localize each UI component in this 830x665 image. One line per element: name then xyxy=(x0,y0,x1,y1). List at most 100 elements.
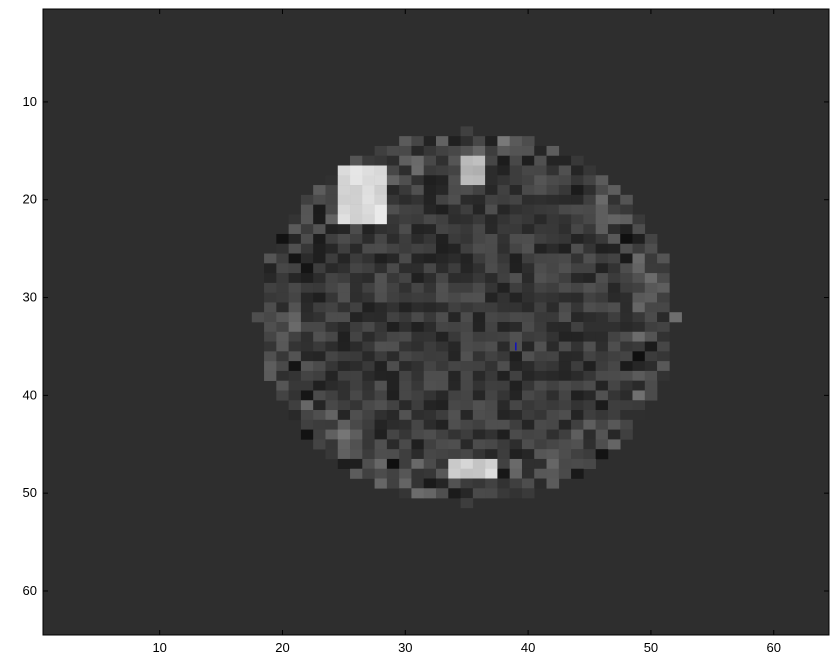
heatmap-cell xyxy=(411,282,425,293)
heatmap-cell xyxy=(472,429,486,440)
heatmap-cell xyxy=(350,282,363,293)
heatmap-cell xyxy=(386,263,400,274)
heatmap-cell xyxy=(386,400,400,411)
heatmap-cell xyxy=(399,312,412,323)
heatmap-cell xyxy=(264,341,277,352)
heatmap-cell xyxy=(313,380,326,391)
heatmap-cell xyxy=(374,155,388,166)
heatmap-cell xyxy=(300,233,314,245)
heatmap-cell xyxy=(607,243,621,254)
heatmap-cell xyxy=(448,224,461,235)
heatmap-cell xyxy=(534,194,547,205)
heatmap-cell xyxy=(497,429,510,440)
heatmap-cell xyxy=(350,194,363,205)
heatmap-cell xyxy=(546,253,560,264)
heatmap-cell xyxy=(362,292,375,303)
heatmap-cell xyxy=(595,419,609,430)
heatmap-cell xyxy=(632,361,646,372)
heatmap-cell xyxy=(374,145,388,157)
heatmap-cell xyxy=(288,243,302,254)
heatmap-cell xyxy=(509,478,523,489)
heatmap-cell xyxy=(632,282,646,293)
heatmap-cell xyxy=(472,145,486,157)
heatmap-cell xyxy=(534,390,547,401)
heatmap-cell xyxy=(423,282,437,293)
heatmap-cell xyxy=(632,390,646,401)
heatmap-cell xyxy=(546,273,560,284)
heatmap-cell xyxy=(460,185,474,196)
heatmap-cell xyxy=(607,292,621,303)
heatmap-cell xyxy=(546,322,560,333)
heatmap-cell xyxy=(411,370,425,381)
heatmap-cell xyxy=(546,155,560,166)
heatmap-cell xyxy=(423,488,437,499)
heatmap-cell xyxy=(595,429,609,440)
heatmap-cell xyxy=(632,292,646,303)
heatmap-cell xyxy=(485,194,498,205)
heatmap-cell xyxy=(423,185,437,196)
heatmap-cell xyxy=(264,302,277,313)
heatmap-cell xyxy=(411,253,425,264)
heatmap-cell xyxy=(300,331,314,342)
heatmap-cell xyxy=(620,322,633,333)
heatmap-cell xyxy=(350,439,363,450)
heatmap-cell xyxy=(632,233,646,245)
heatmap-cell xyxy=(399,331,412,342)
heatmap-cell xyxy=(288,263,302,274)
heatmap-cell xyxy=(558,410,572,421)
heatmap-cell xyxy=(583,185,596,196)
heatmap-cell xyxy=(460,419,474,430)
heatmap-cell xyxy=(521,361,535,372)
heatmap-cell xyxy=(485,331,498,342)
y-tick-label: 10 xyxy=(23,94,37,109)
heatmap-cell xyxy=(657,341,670,352)
heatmap-cell xyxy=(472,233,486,245)
heatmap-cell xyxy=(436,194,449,205)
heatmap-cell xyxy=(571,194,584,205)
heatmap-cell xyxy=(546,370,560,381)
heatmap-cell xyxy=(325,253,339,264)
heatmap-cell xyxy=(436,419,449,430)
heatmap-cell xyxy=(288,331,302,342)
heatmap-cell xyxy=(350,224,363,235)
heatmap-cell xyxy=(583,331,596,342)
heatmap-cell xyxy=(509,400,523,411)
heatmap-cell xyxy=(583,312,596,323)
heatmap-cell xyxy=(374,302,388,313)
heatmap-cell xyxy=(276,312,289,323)
heatmap-cell xyxy=(436,488,449,499)
heatmap-cell xyxy=(558,204,572,215)
heatmap-cell xyxy=(607,370,621,381)
heatmap-cell xyxy=(472,214,486,225)
heatmap-cell xyxy=(423,351,437,362)
heatmap-cell xyxy=(657,273,670,284)
heatmap-cell xyxy=(436,273,449,284)
heatmap-cell xyxy=(386,243,400,254)
heatmap-cell xyxy=(546,400,560,411)
heatmap-cell xyxy=(386,449,400,460)
heatmap-cell xyxy=(472,243,486,254)
heatmap-cell xyxy=(595,351,609,362)
heatmap-cell xyxy=(313,331,326,342)
heatmap-cell xyxy=(411,439,425,450)
heatmap-cell xyxy=(644,233,658,245)
heatmap-cell xyxy=(521,214,535,225)
heatmap-cell xyxy=(472,155,486,166)
heatmap-cell xyxy=(509,322,523,333)
heatmap-cell xyxy=(325,410,339,421)
heatmap-cell xyxy=(497,165,510,176)
heatmap-cell xyxy=(350,331,363,342)
heatmap-cell xyxy=(657,302,670,313)
heatmap-cell xyxy=(288,390,302,401)
heatmap-cell xyxy=(411,478,425,489)
heatmap-cell xyxy=(620,243,633,254)
heatmap-cell xyxy=(485,292,498,303)
heatmap-cell xyxy=(448,175,461,186)
heatmap-cell xyxy=(325,204,339,215)
heatmap-cell xyxy=(399,185,412,196)
heatmap-cell xyxy=(583,370,596,381)
heatmap-cell xyxy=(436,341,449,352)
heatmap-cell xyxy=(472,351,486,362)
heatmap-cell xyxy=(595,302,609,313)
heatmap-cell xyxy=(337,224,351,235)
